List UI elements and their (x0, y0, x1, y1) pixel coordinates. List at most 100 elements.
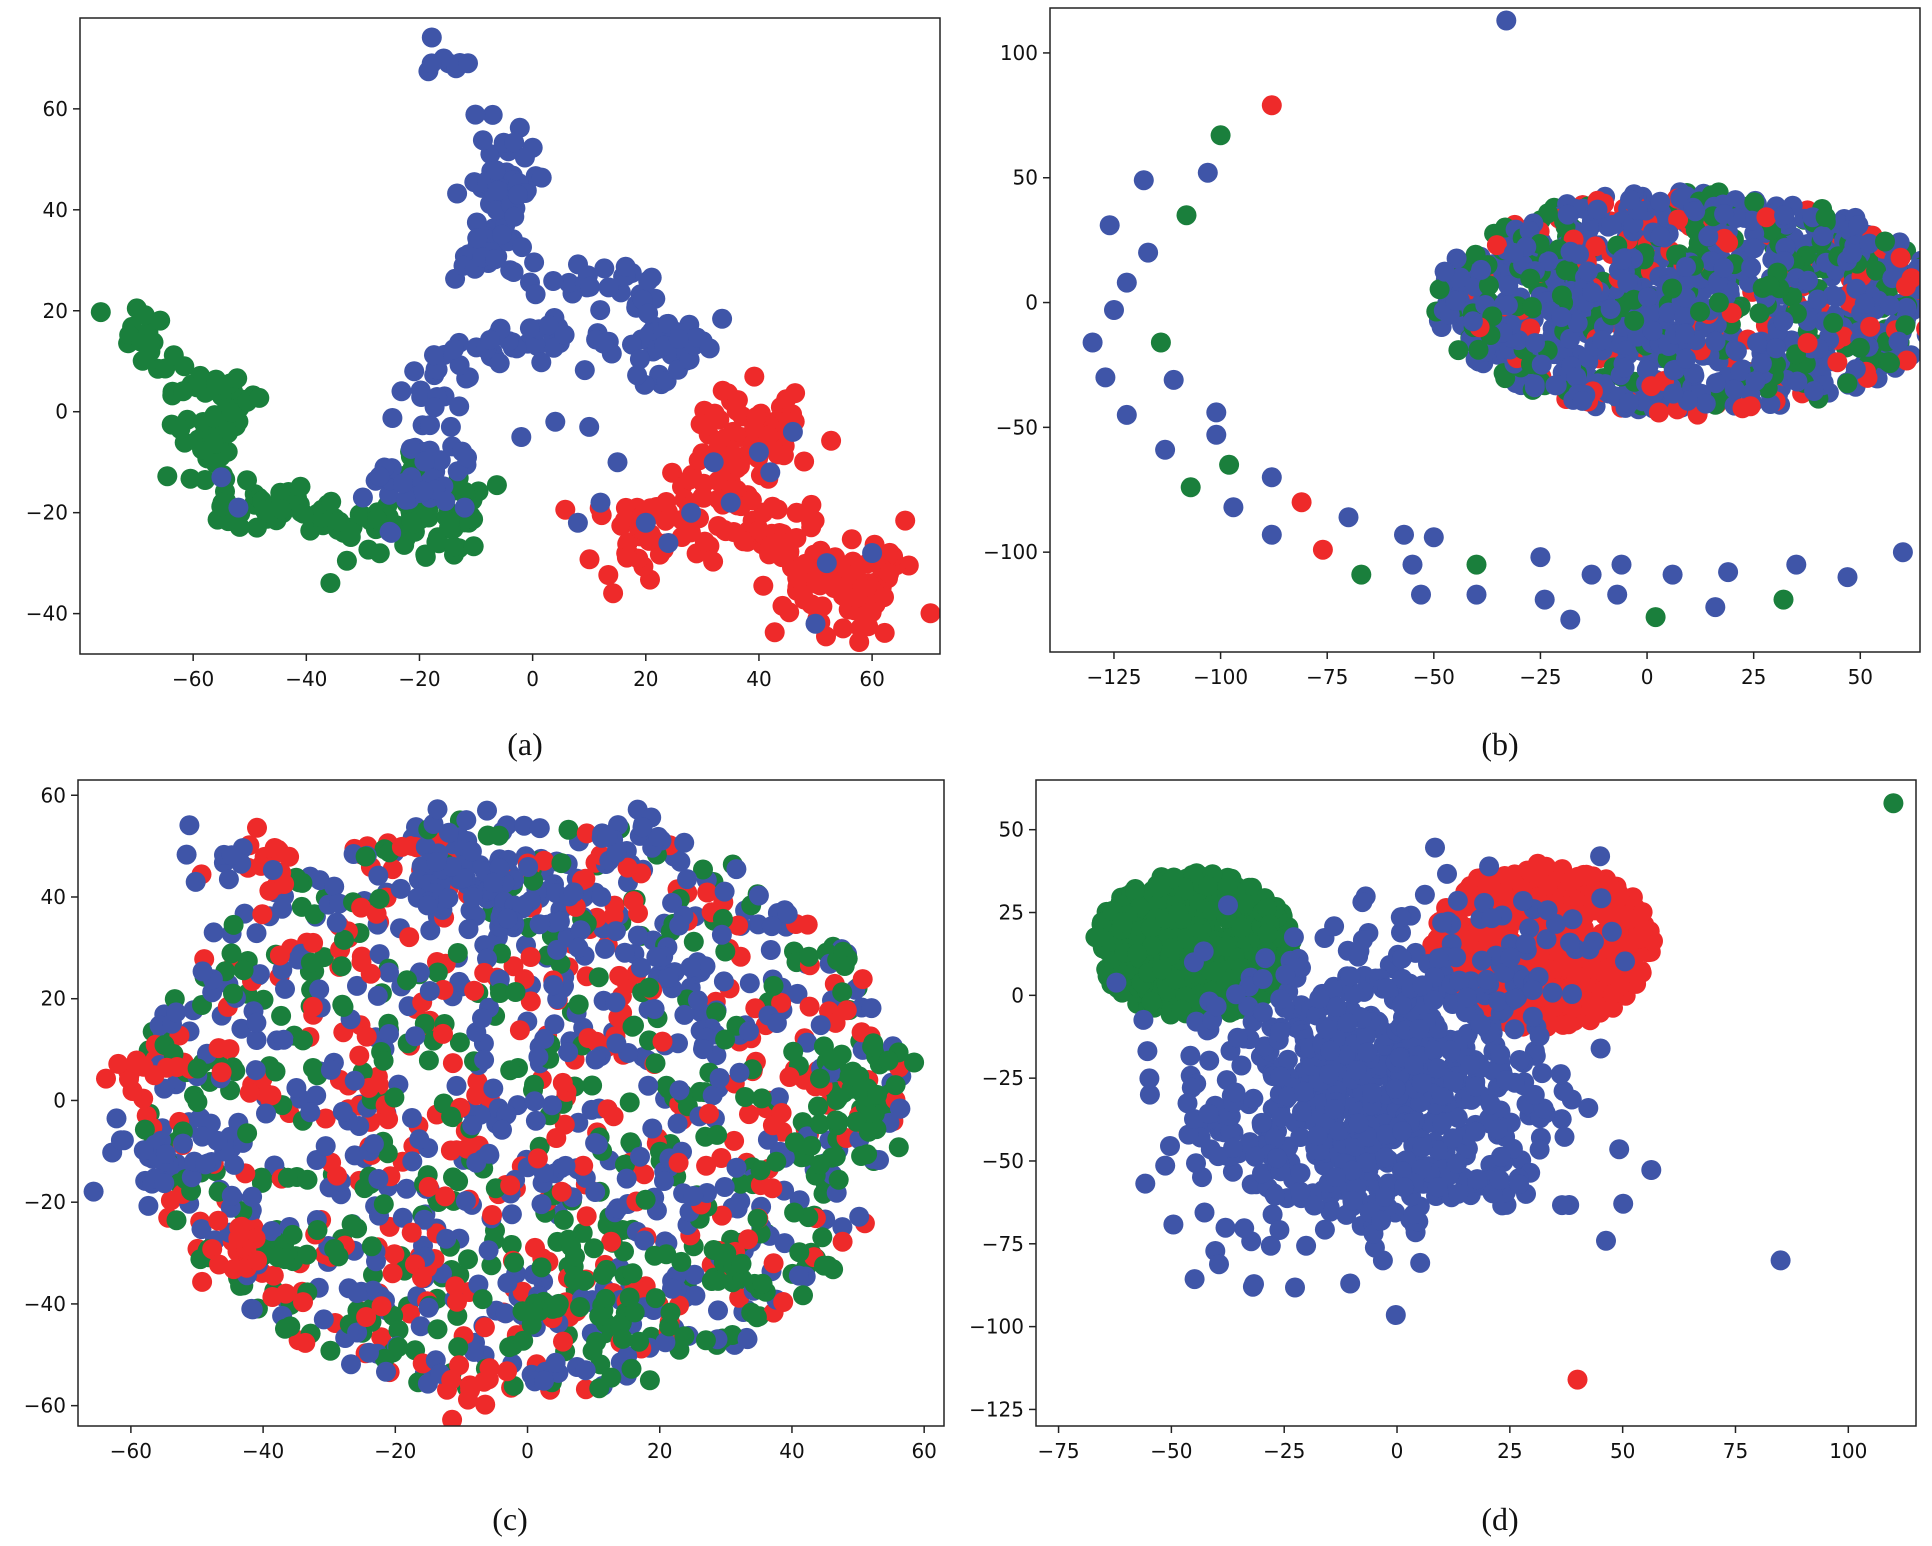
y-tick-label: 50 (1013, 166, 1038, 190)
data-point-blob (810, 1068, 830, 1089)
data-point-ellipse (1890, 247, 1911, 268)
data-point-blob (371, 1327, 392, 1348)
data-point-clusters (549, 911, 570, 932)
data-point-blue (1209, 1254, 1229, 1275)
data-point-green (132, 350, 153, 371)
data-point-blob (384, 1244, 405, 1265)
data-point-ellipse (1695, 393, 1716, 414)
data-point-clusters (785, 1132, 805, 1153)
data-point-clusters (645, 1288, 666, 1309)
data-point-blob (662, 892, 683, 913)
data-point-blue (1529, 1139, 1550, 1160)
data-point-blob (575, 1360, 596, 1381)
y-tick-label: 20 (43, 299, 68, 323)
data-point-blob (246, 1012, 267, 1033)
data-point-blob (849, 1206, 870, 1227)
data-point-ellipse (1797, 333, 1818, 353)
data-point-ellipse (1572, 390, 1593, 411)
data-point-blob (445, 1276, 466, 1297)
data-point-arc (1138, 242, 1159, 263)
data-point-blob (341, 1214, 362, 1235)
data-point-blob (373, 1050, 394, 1071)
data-point-blob (568, 937, 589, 958)
data-point-blob (620, 1132, 641, 1153)
data-point-clusters (563, 882, 584, 903)
data-point-ellipse (1551, 285, 1572, 306)
data-point-ellipse (1798, 270, 1818, 291)
x-tick-label: 50 (1848, 665, 1873, 689)
data-point-ellipse (1859, 233, 1880, 254)
data-point-clusters (570, 1297, 590, 1317)
data-point-arc (1837, 567, 1858, 588)
data-point-green (157, 466, 178, 487)
y-tick-label: −60 (24, 1394, 66, 1418)
data-point-blob (489, 825, 509, 846)
data-point-blob (687, 990, 708, 1011)
data-point-red (579, 549, 600, 570)
data-point-blue (396, 489, 416, 510)
data-point-blue (466, 212, 487, 233)
data-point-blue (503, 262, 524, 282)
data-point-blob (667, 1113, 688, 1134)
data-point-clusters (631, 957, 651, 978)
data-point-blob (187, 1058, 208, 1079)
data-point-clusters (438, 888, 459, 909)
data-point-red (695, 416, 716, 437)
data-point-blob (553, 1209, 574, 1230)
data-point-blue (467, 228, 488, 249)
data-point-blob (684, 1264, 705, 1285)
data-point-blob (715, 1029, 736, 1050)
data-point-blob (273, 1029, 294, 1050)
data-point-blob (327, 1165, 347, 1186)
data-point-ellipse (1674, 304, 1695, 325)
data-point-blob (382, 1263, 403, 1284)
data-point-blob (534, 1370, 554, 1391)
data-point-blob (524, 1091, 545, 1112)
data-point-red (727, 390, 748, 411)
data-point-ellipse (1774, 205, 1795, 226)
data-point-clusters (208, 1210, 229, 1231)
data-point-blob (763, 975, 784, 996)
data-point-red (767, 444, 788, 465)
data-point-blob (464, 980, 485, 1001)
data-point-blue (1375, 1186, 1395, 1207)
data-point-ellipse (1650, 191, 1671, 212)
data-point-red (1585, 1003, 1606, 1024)
data-point-blob (320, 1340, 341, 1361)
data-point-blob (449, 1032, 470, 1053)
data-point-blob (888, 1137, 909, 1158)
data-point-clusters (547, 1297, 568, 1318)
data-point-red (1494, 867, 1515, 888)
data-point-clusters (574, 1270, 595, 1291)
data-point-clusters (426, 851, 447, 872)
data-point-blob (256, 1103, 276, 1124)
data-point-blob (249, 964, 270, 985)
data-point-arc (1261, 467, 1282, 488)
data-point-clusters (851, 1146, 872, 1166)
data-point-blue (447, 183, 468, 204)
data-point-blob (332, 1101, 353, 1122)
data-point-blob (440, 1140, 461, 1161)
data-point-clusters (504, 1252, 525, 1273)
data-point-blob (768, 1087, 789, 1108)
data-point-blue (1314, 1219, 1335, 1240)
data-point-clusters (713, 971, 734, 992)
data-point-blob (419, 981, 440, 1001)
data-point-arc (1786, 554, 1807, 575)
y-tick-label: −20 (26, 501, 68, 525)
data-point-red (703, 551, 724, 572)
data-point-ellipse (1638, 287, 1658, 307)
data-point-blob (739, 973, 760, 994)
data-point-blue (1106, 972, 1127, 993)
data-point-clusters (173, 1133, 193, 1154)
data-point-green (227, 368, 248, 389)
data-point-blob (601, 1367, 622, 1388)
data-point-ellipse (1773, 311, 1794, 332)
data-point-blob (295, 1332, 316, 1353)
data-point-blob (812, 1227, 833, 1248)
data-point-blob (751, 1088, 772, 1109)
data-point-blue (1578, 1098, 1599, 1118)
data-point-blue (421, 53, 442, 74)
data-point-blob (570, 920, 591, 941)
data-point-ellipse (1619, 392, 1640, 413)
